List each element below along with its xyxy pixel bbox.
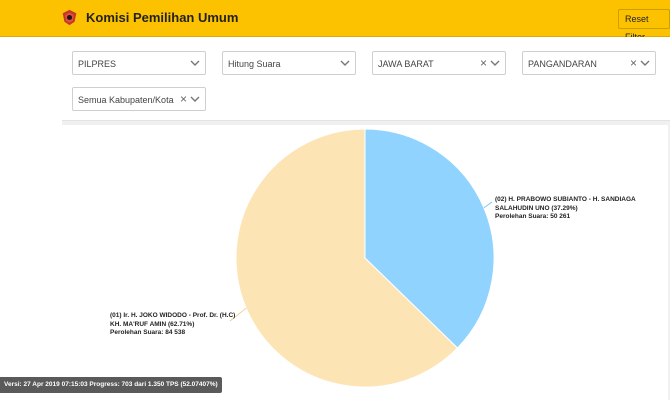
filter-panel: PILPRES Hitung Suara JAWA BARAT × PANGAN…: [62, 37, 670, 121]
district-select-value: Semua Kabupaten/Kota: [78, 95, 174, 105]
status-bar: Versi: 27 Apr 2019 07:15:03 Progress: 70…: [0, 377, 222, 393]
clear-icon[interactable]: ×: [479, 56, 487, 70]
chevron-down-icon: [190, 60, 200, 66]
province-select[interactable]: JAWA BARAT ×: [372, 51, 506, 75]
left-margin: [0, 37, 62, 400]
regency-select[interactable]: PANGANDARAN ×: [522, 51, 656, 75]
mode-select[interactable]: Hitung Suara: [222, 51, 356, 75]
slice-label-02-votes: Perolehan Suara: 50 261: [495, 213, 571, 220]
slice-label-01-line2: KH. MA'RUF AMIN (62.71%): [110, 320, 195, 328]
slice-label-02-line2: SALAHUDIN UNO (37.29%): [495, 204, 578, 212]
slice-label-02: (02) H. PRABOWO SUBIANTO - H. SANDIAGA S…: [495, 196, 636, 222]
reset-filter-button[interactable]: Reset Filter: [618, 9, 670, 42]
chart-panel: (02) H. PRABOWO SUBIANTO - H. SANDIAGA S…: [62, 125, 668, 400]
slice-label-01: (01) Ir. H. JOKO WIDODO - Prof. Dr. (H.C…: [110, 312, 235, 338]
clear-icon[interactable]: ×: [629, 56, 637, 70]
pie-chart: [229, 128, 495, 388]
chevron-down-icon: [640, 60, 650, 66]
slice-label-02-line1: (02) H. PRABOWO SUBIANTO - H. SANDIAGA: [495, 196, 636, 203]
election-select-value: PILPRES: [78, 59, 117, 69]
chevron-down-icon: [190, 96, 200, 102]
leader-line: [229, 307, 247, 322]
chevron-down-icon: [340, 60, 350, 66]
top-header-bar: Komisi Pemilihan Umum Reset Filter: [0, 0, 670, 42]
pie-slice-02[interactable]: [364, 128, 495, 349]
chevron-down-icon: [490, 60, 500, 66]
leader-line: [483, 201, 493, 209]
app-title: Komisi Pemilihan Umum: [86, 10, 239, 25]
district-select[interactable]: Semua Kabupaten/Kota ×: [72, 87, 206, 111]
slice-label-01-votes: Perolehan Suara: 84 538: [110, 329, 186, 336]
kpu-logo-icon: [62, 9, 77, 26]
province-select-value: JAWA BARAT: [378, 59, 434, 69]
election-select[interactable]: PILPRES: [72, 51, 206, 75]
mode-select-value: Hitung Suara: [228, 59, 281, 69]
regency-select-value: PANGANDARAN: [528, 59, 597, 69]
slice-label-01-line1: (01) Ir. H. JOKO WIDODO - Prof. Dr. (H.C…: [110, 312, 236, 319]
clear-icon[interactable]: ×: [179, 92, 187, 106]
